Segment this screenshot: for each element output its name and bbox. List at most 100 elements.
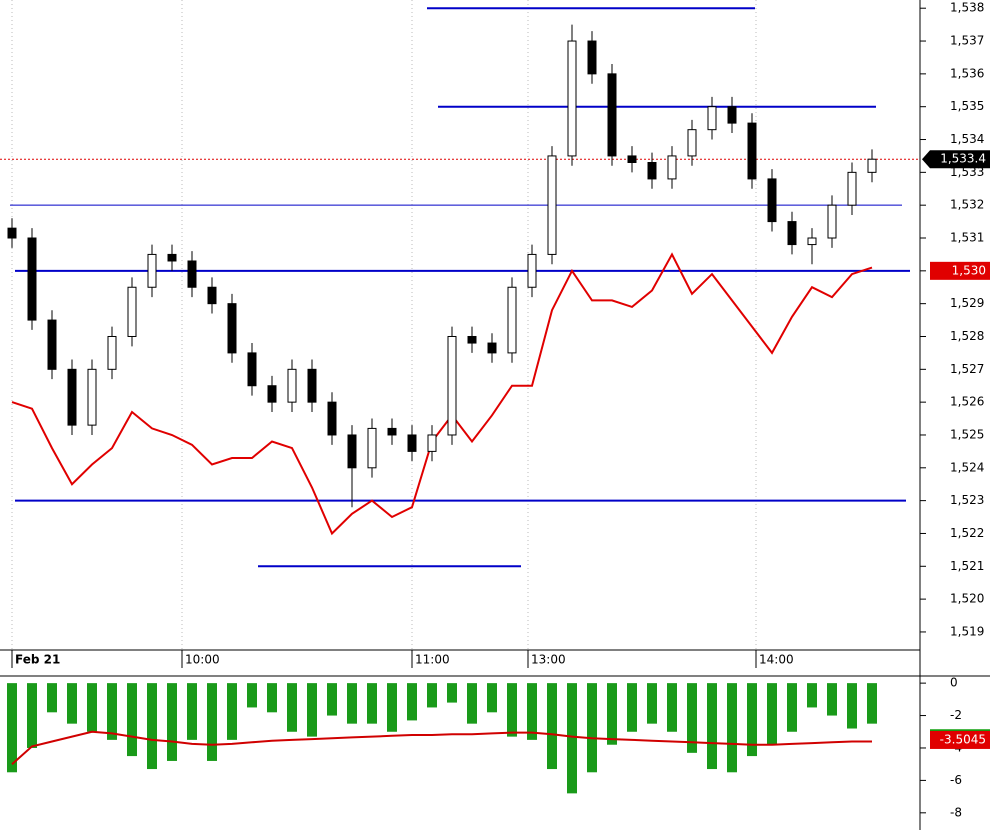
- histogram-bar: [427, 683, 437, 708]
- candle-body: [287, 368, 297, 403]
- histogram-bar: [107, 683, 117, 740]
- histogram-bar: [47, 683, 57, 713]
- histogram-bar: [407, 683, 417, 721]
- candle-body: [267, 385, 277, 403]
- candle-body: [667, 155, 677, 180]
- histogram-bar: [267, 683, 277, 713]
- value-marker: [930, 730, 990, 749]
- value-marker-label: -3.5045: [940, 732, 986, 746]
- value-marker: [930, 261, 990, 280]
- y-tick-label: 1,536: [950, 66, 984, 80]
- y-tick-label: 1,521: [950, 559, 984, 573]
- y-tick-label: 1,529: [950, 296, 984, 310]
- y-tick-label: 1,531: [950, 231, 984, 245]
- histogram-bar: [567, 683, 577, 794]
- candle-body: [587, 40, 597, 75]
- y-tick-label: 1,538: [950, 1, 984, 15]
- histogram-bar: [347, 683, 357, 724]
- histogram-bar: [587, 683, 597, 773]
- histogram-bar: [327, 683, 337, 716]
- histogram-bar: [7, 683, 17, 773]
- candle-body: [807, 237, 817, 246]
- candle-body: [767, 178, 777, 223]
- x-tick-label: 14:00: [759, 653, 794, 667]
- candle-body: [747, 122, 757, 180]
- candle-body: [87, 368, 97, 426]
- candle-body: [787, 221, 797, 246]
- histogram-bar: [307, 683, 317, 737]
- candle-body: [527, 253, 537, 288]
- candle-body: [367, 427, 377, 469]
- x-tick-label: 10:00: [185, 653, 220, 667]
- histogram-bar: [187, 683, 197, 740]
- y-tick-label: 1,522: [950, 526, 984, 540]
- x-tick-label: 13:00: [531, 653, 566, 667]
- candle-body: [827, 204, 837, 239]
- candle-body: [327, 401, 337, 436]
- histogram-bar: [167, 683, 177, 761]
- candle-body: [707, 106, 717, 131]
- histogram-bar: [387, 683, 397, 732]
- y-tick-label: 1,528: [950, 329, 984, 343]
- candle-body: [227, 303, 237, 354]
- candle-body: [567, 40, 577, 157]
- histogram-bar: [27, 683, 37, 748]
- histogram-bar: [627, 683, 637, 732]
- candle-body: [647, 162, 657, 180]
- histogram-bar: [227, 683, 237, 740]
- candle-body: [427, 434, 437, 452]
- candle-body: [447, 335, 457, 436]
- histogram-bar: [247, 683, 257, 708]
- y-tick-label: 0: [950, 676, 958, 690]
- candle-body: [507, 286, 517, 354]
- y-tick-label: 1,532: [950, 198, 984, 212]
- histogram-bar: [687, 683, 697, 753]
- histogram-bar: [667, 683, 677, 732]
- y-tick-label: 1,526: [950, 395, 984, 409]
- y-tick-label: -2: [950, 708, 962, 722]
- candle-body: [187, 260, 197, 288]
- histogram-bar: [67, 683, 77, 724]
- histogram-bar: [207, 683, 217, 761]
- y-tick-label: 1,527: [950, 362, 984, 376]
- candle-body: [847, 171, 857, 206]
- candle-body: [247, 352, 257, 387]
- y-tick-label: -6: [950, 773, 962, 787]
- histogram-bar: [487, 683, 497, 713]
- histogram-bar: [847, 683, 857, 729]
- last-price-box: [922, 150, 990, 169]
- histogram-bar: [287, 683, 297, 732]
- indicator-line: [11, 252, 873, 536]
- histogram-bar: [467, 683, 477, 724]
- y-tick-label: 1,519: [950, 624, 984, 638]
- candle-body: [547, 155, 557, 255]
- candle-body: [687, 129, 697, 157]
- candle-body: [207, 286, 217, 305]
- y-tick-label: 1,533: [950, 165, 984, 179]
- candle-body: [147, 253, 157, 288]
- y-tick-label: 1,534: [950, 132, 984, 146]
- y-tick-label: 1,520: [950, 592, 984, 606]
- histogram-bar: [747, 683, 757, 757]
- histogram-bar: [367, 683, 377, 724]
- y-tick-label: 1,523: [950, 493, 984, 507]
- candle-body: [387, 427, 397, 436]
- candle-body: [7, 227, 17, 239]
- histogram-bar: [607, 683, 617, 745]
- candle-body: [347, 434, 357, 469]
- candle-body: [407, 434, 417, 452]
- histogram-bar: [507, 683, 517, 737]
- candle-body: [107, 335, 117, 370]
- last-price-label: 1,533.4: [940, 152, 986, 166]
- candle-body: [127, 286, 137, 337]
- histogram-bar: [767, 683, 777, 745]
- candle-body: [67, 368, 77, 426]
- histogram-bar: [87, 683, 97, 732]
- candle-body: [627, 155, 637, 163]
- histogram-bar: [707, 683, 717, 770]
- x-tick-label: 11:00: [415, 653, 450, 667]
- histogram-bar: [127, 683, 137, 757]
- histogram-bar: [867, 683, 877, 724]
- candle-body: [487, 342, 497, 354]
